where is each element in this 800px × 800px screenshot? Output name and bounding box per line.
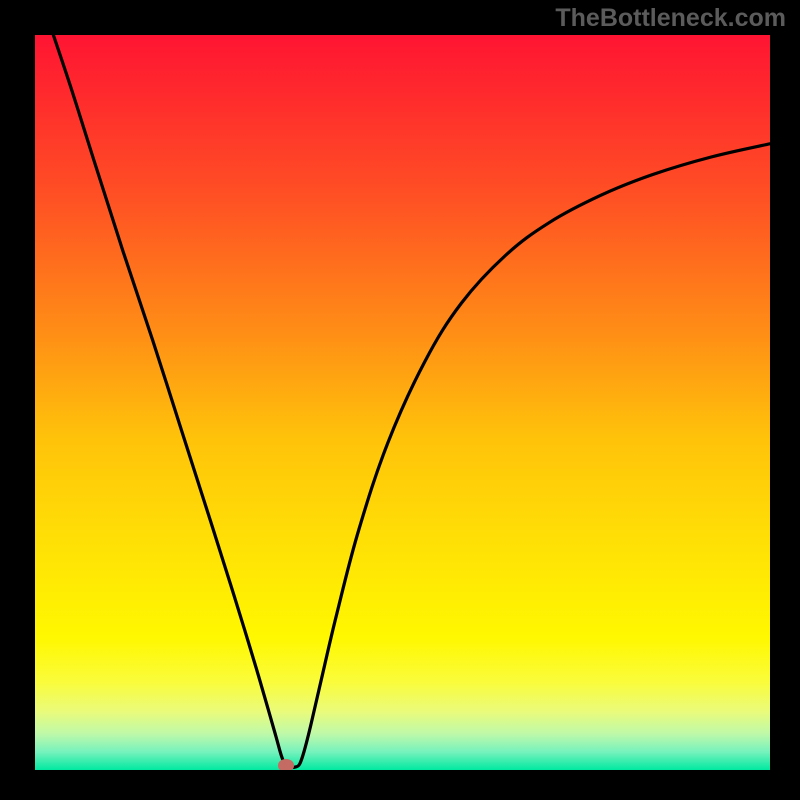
min-marker [278, 759, 294, 770]
curve-path [53, 35, 770, 767]
watermark-text: TheBottleneck.com [555, 4, 786, 33]
chart-container: TheBottleneck.com [0, 0, 800, 800]
bottleneck-curve [35, 35, 770, 770]
plot-frame [35, 35, 770, 770]
plot-area [35, 35, 770, 770]
